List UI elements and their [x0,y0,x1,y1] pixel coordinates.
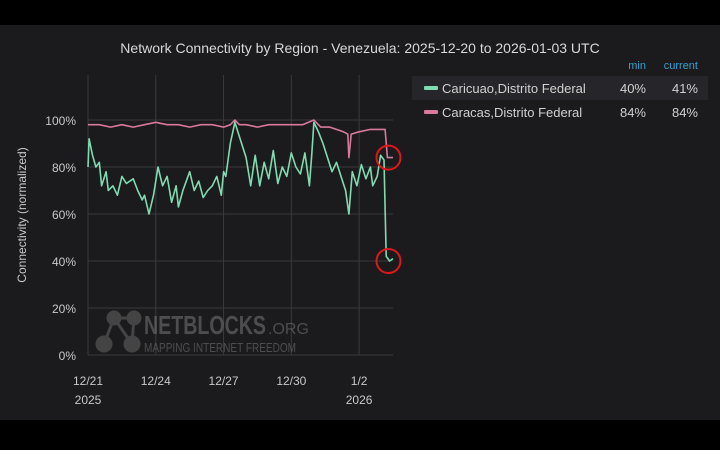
chart-title: Network Connectivity by Region - Venezue… [120,40,600,56]
series-line-caricuao [87,121,394,262]
legend-current: 41% [671,80,698,96]
red-circle-annotation [375,144,402,171]
x-tick-label: 12/21 [73,374,103,388]
x-tick-label: 12/24 [141,374,171,388]
watermark-suffix: .ORG [268,321,309,338]
x-tick-year-label: 2026 [346,393,373,407]
series-swatch [424,86,438,90]
x-tick-label: 12/30 [276,374,306,388]
y-tick-label: 100% [45,114,76,128]
netblocks-logo-icon [95,310,142,353]
legend-header-current[interactable]: current [663,60,698,72]
legend: min current Caricuao,Distrito Federal 40… [412,60,708,124]
x-tick-label: 12/27 [209,374,239,388]
series-line-caracas [88,119,393,159]
legend-item-caricuao[interactable]: Caricuao,Distrito Federal 40% 41% [412,76,708,100]
x-tick-year-label: 2025 [75,393,102,407]
legend-min: 84% [619,104,646,120]
red-circle-annotation [375,248,402,274]
y-tick-label: 60% [52,208,76,222]
legend-label: Caricuao,Distrito Federal [442,80,586,96]
watermark-brand: NETBLOCKS [144,310,266,340]
y-tick-label: 0% [59,349,77,363]
legend-current: 84% [671,104,698,120]
netblocks-watermark: NETBLOCKS .ORG MAPPING INTERNET FREEDOM [95,310,309,355]
watermark-tagline: MAPPING INTERNET FREEDOM [144,340,296,355]
series-swatch [424,110,438,114]
y-tick-label: 80% [52,161,76,175]
legend-item-caracas[interactable]: Caracas,Distrito Federal 84% 84% [412,100,708,124]
y-tick-label: 40% [52,255,76,269]
legend-header: min current [412,60,708,76]
x-tick-label: 1/2 [351,374,368,388]
y-tick-label: 20% [52,302,76,316]
legend-header-min[interactable]: min [628,60,646,72]
legend-min: 40% [619,80,646,96]
legend-label: Caracas,Distrito Federal [442,104,583,120]
